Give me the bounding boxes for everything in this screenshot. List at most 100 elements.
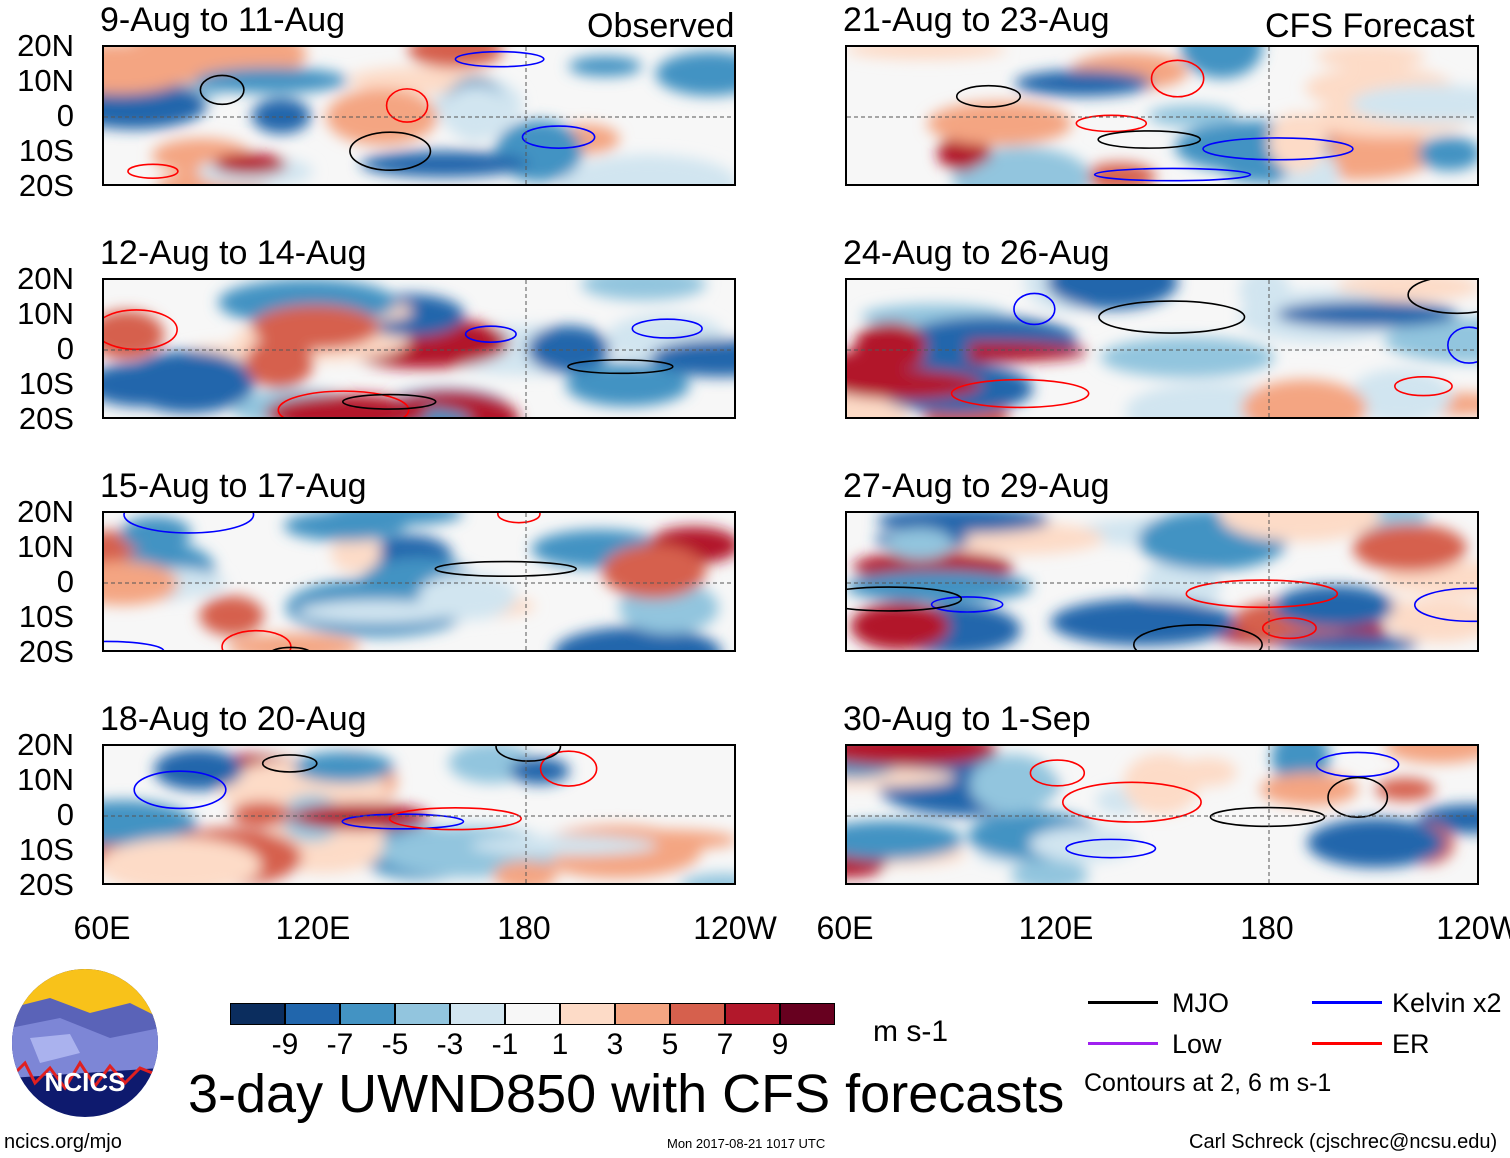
low-line-swatch (1088, 1042, 1158, 1045)
footer-url[interactable]: ncics.org/mjo (4, 1131, 122, 1153)
latitude-label: 0 (56, 331, 74, 366)
wind-anomaly-blob (1384, 317, 1477, 364)
wind-anomaly-blob (553, 626, 722, 650)
wind-anomaly-blob (558, 154, 734, 184)
wind-anomaly-blob (581, 280, 707, 301)
wind-anomaly-blob (602, 544, 706, 599)
map-panel (102, 278, 736, 419)
wave-contour (930, 596, 1004, 613)
colorbar-tick-label: -5 (381, 1028, 409, 1061)
wind-anomaly-blob (1348, 368, 1452, 417)
latitude-label: 10N (17, 63, 74, 98)
colorbar-swatch (340, 1003, 395, 1025)
wind-anomaly-blob (104, 47, 194, 95)
wave-contour (272, 646, 310, 650)
wave-contour (277, 390, 410, 417)
longitude-label: 180 (1240, 910, 1294, 946)
map-panel (845, 511, 1479, 652)
map-panel (845, 278, 1479, 419)
colorbar-tick-label: 3 (606, 1028, 624, 1061)
wind-anomaly-blob (251, 98, 311, 134)
panel-title: 9-Aug to 11-Aug (100, 1, 346, 39)
wind-anomaly-blob (297, 599, 455, 624)
wave-contour (1133, 624, 1263, 650)
colorbar-units: m s-1 (873, 1015, 948, 1048)
latitude-label: 0 (56, 98, 74, 133)
wind-anomaly-blob (962, 154, 1079, 184)
wind-anomaly-blob (470, 835, 658, 856)
footer-credit: Carl Schreck (cjschrec@ncsu.edu) (1189, 1131, 1498, 1153)
latitude-label: 10N (17, 529, 74, 564)
latitude-label: 20N (17, 28, 74, 63)
latitude-label: 20N (17, 727, 74, 762)
wave-contour (1394, 376, 1453, 397)
colorbar-tick-label: 5 (661, 1028, 679, 1061)
latitude-label: 20S (18, 634, 74, 669)
wave-contour (497, 513, 541, 524)
wave-contour (1185, 579, 1339, 609)
footer-timestamp: Mon 2017-08-21 1017 UTC (667, 1136, 826, 1151)
wind-anomaly-blob (847, 47, 1007, 60)
latitude-label: 20N (17, 494, 74, 529)
wave-contour (1061, 781, 1202, 823)
wave-contour (123, 513, 255, 534)
panel-title: 18-Aug to 20-Aug (100, 700, 367, 738)
wind-anomaly-blob (1260, 772, 1359, 806)
wave-contour (1209, 806, 1326, 828)
latitude-label: 20S (18, 401, 74, 436)
longitude-label: 120W (1436, 910, 1510, 946)
wave-contour (950, 378, 1090, 409)
wind-anomaly-blob (847, 820, 963, 860)
colorbar-swatch (230, 1003, 285, 1025)
wind-anomaly-blob (918, 334, 970, 370)
wind-anomaly-blob (194, 67, 349, 94)
wind-anomaly-blob (886, 528, 954, 560)
longitude-label: 120E (1018, 910, 1094, 946)
ncics-logo: NCICS (12, 969, 158, 1117)
wind-anomaly-blob (1385, 598, 1477, 643)
wind-anomaly-blob (1029, 826, 1139, 862)
wind-anomaly-blob (331, 533, 382, 573)
panel-title: 24-Aug to 26-Aug (843, 234, 1110, 272)
longitude-label: 120E (275, 910, 351, 946)
wind-anomaly-blob (104, 310, 165, 360)
wind-anomaly-blob (326, 88, 438, 146)
wind-anomaly-blob (680, 873, 734, 883)
panel-title: 21-Aug to 23-Aug (843, 1, 1110, 39)
wind-anomaly-blob (1219, 513, 1382, 542)
wave-contour (1413, 587, 1477, 623)
wave-contour (1261, 617, 1317, 640)
wind-anomaly-blob (927, 101, 1072, 146)
wind-anomaly-blob (493, 860, 557, 883)
colorbar-swatch (450, 1003, 505, 1025)
wave-contour (539, 750, 598, 787)
wave-contour (341, 393, 437, 410)
wave-contour (434, 560, 577, 578)
wind-anomaly-blob (1352, 523, 1467, 572)
wind-anomaly-blob (360, 150, 529, 178)
colorbar-swatch (615, 1003, 670, 1025)
wave-contour (1150, 59, 1205, 98)
wave-contour (454, 50, 545, 68)
wind-anomaly-blob (847, 746, 998, 767)
latitude-label: 10N (17, 296, 74, 331)
wind-anomaly-blob (1147, 104, 1237, 127)
wave-contour (464, 325, 517, 343)
panel-title: 15-Aug to 17-Aug (100, 467, 367, 505)
colorbar-swatch (725, 1003, 780, 1025)
colorbar-swatch (780, 1003, 835, 1025)
colorbar-tick-label: -1 (491, 1028, 519, 1061)
latitude-label: 10S (18, 832, 74, 867)
colorbar-tick-label: 1 (551, 1028, 569, 1061)
wave-contour (955, 84, 1022, 108)
wind-anomaly-blob (1275, 634, 1419, 650)
wind-anomaly-blob (1276, 300, 1458, 328)
wave-contour (1407, 280, 1477, 315)
colorbar-tick-label: 7 (716, 1028, 734, 1061)
wind-anomaly-blob (153, 748, 243, 791)
wave-contour (631, 318, 703, 339)
wave-contour (1075, 114, 1148, 133)
wind-anomaly-blob (847, 369, 982, 400)
latitude-label: 10S (18, 366, 74, 401)
